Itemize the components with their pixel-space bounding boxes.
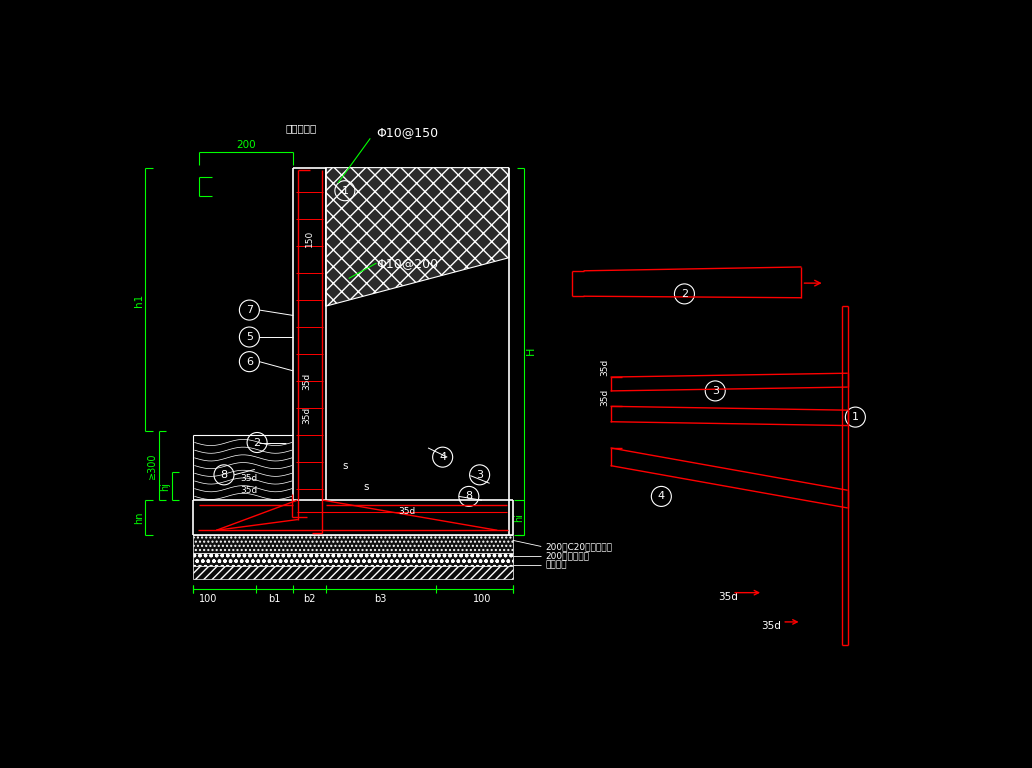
Text: h1: h1 [134,293,144,306]
Text: 4: 4 [657,492,665,502]
Text: hj: hj [160,482,169,491]
Text: 35d: 35d [240,485,258,495]
Text: ≥300: ≥300 [147,452,157,479]
Text: b2: b2 [303,594,316,604]
Text: 3: 3 [476,470,483,480]
Polygon shape [193,535,513,553]
Polygon shape [193,553,513,566]
Text: 35d: 35d [240,474,258,483]
Text: s: s [343,461,349,471]
Polygon shape [193,566,513,579]
Text: 35d: 35d [761,621,780,631]
Text: 1: 1 [851,412,859,422]
Text: 200: 200 [236,140,256,150]
Polygon shape [326,167,509,306]
Text: 1: 1 [342,186,349,196]
Text: 100: 100 [473,594,491,604]
Text: hn: hn [134,511,144,525]
Text: 35d: 35d [600,389,609,406]
Text: 200厚C20混凝土垫层: 200厚C20混凝土垫层 [546,542,613,551]
Text: 4: 4 [439,452,446,462]
Text: 2: 2 [681,289,688,299]
Text: b1: b1 [268,594,281,604]
Text: 素土夯实: 素土夯实 [546,561,568,569]
Text: 200厚碎石垫层: 200厚碎石垫层 [546,551,590,560]
Text: hi: hi [514,514,524,522]
Text: s: s [363,482,369,492]
Text: 8: 8 [221,470,227,480]
Text: Φ10@150: Φ10@150 [377,126,439,139]
Text: 100: 100 [199,594,218,604]
Text: 35d: 35d [398,508,416,516]
Text: 墙厚详景观: 墙厚详景观 [286,124,317,134]
Text: b3: b3 [375,594,386,604]
Text: 35d: 35d [600,359,609,376]
Text: 35d: 35d [302,372,312,389]
Text: 7: 7 [246,305,253,315]
Text: 8: 8 [465,492,473,502]
Text: 35d: 35d [302,407,312,424]
Text: Φ10@200: Φ10@200 [377,257,439,270]
Text: 150: 150 [304,230,314,247]
Text: 2: 2 [254,438,261,448]
Text: H: H [525,346,536,355]
Text: 5: 5 [246,332,253,342]
Text: 6: 6 [246,356,253,366]
Text: 35d: 35d [718,591,738,601]
Text: 3: 3 [712,386,718,396]
